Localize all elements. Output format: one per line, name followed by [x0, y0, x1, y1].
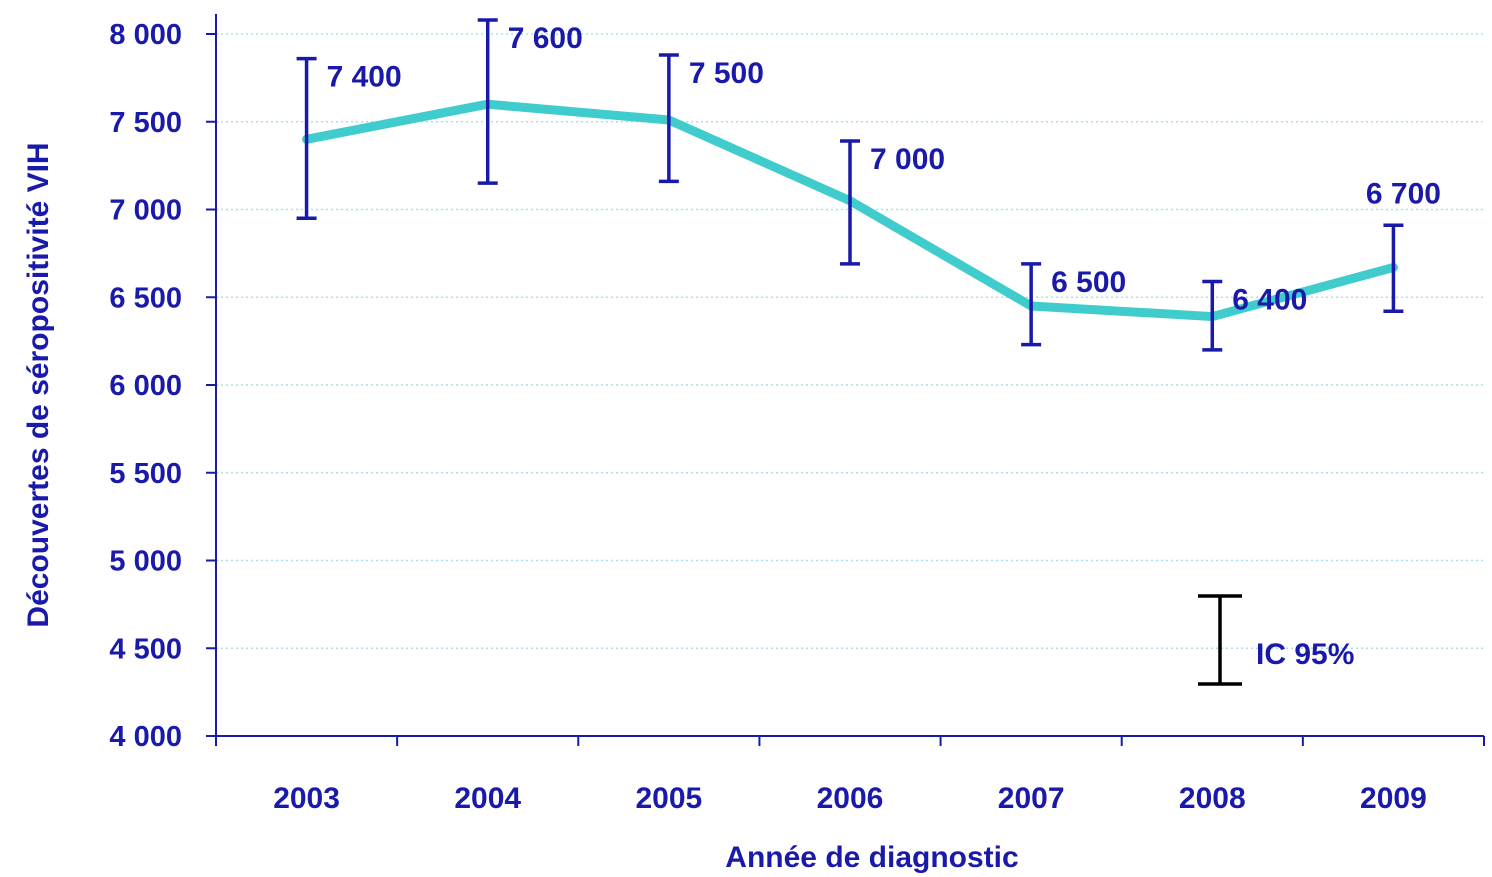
x-tick-label: 2005	[635, 782, 702, 815]
y-tick-label: 4 500	[109, 633, 182, 665]
data-label: 7 600	[508, 22, 583, 55]
y-tick-label: 7 500	[109, 107, 182, 139]
y-tick-label: 5 500	[109, 458, 182, 490]
y-tick-label: 5 000	[109, 546, 182, 578]
y-tick-label: 4 000	[109, 721, 182, 753]
data-label: 6 500	[1051, 266, 1126, 299]
error-bar	[1383, 223, 1404, 314]
x-tick-label: 2006	[817, 782, 884, 815]
error-bar	[477, 18, 498, 185]
y-tick-label: 7 000	[109, 195, 182, 227]
gridlines	[216, 33, 1484, 649]
axes	[206, 14, 1485, 746]
y-tick-label: 6 000	[109, 370, 182, 402]
data-label: 7 500	[689, 57, 764, 90]
error-bar	[296, 56, 317, 221]
x-axis-title: Année de diagnostic	[725, 841, 1018, 874]
error-bar	[1021, 262, 1042, 347]
x-tick-label: 2004	[454, 782, 521, 815]
x-tick-label: 2009	[1360, 782, 1427, 815]
error-bars	[296, 18, 1404, 352]
data-label: 6 700	[1366, 177, 1441, 210]
tick-labels: 4 000 4 500 5 000 5 500 6 000 6 500 7 000 7 500…	[109, 19, 1426, 815]
legend-label: IC 95%	[1256, 638, 1354, 671]
error-bar	[840, 139, 860, 266]
data-labels: 7 400 7 600 7 500 7 000 6 500 6 400 6 700	[327, 22, 1441, 316]
y-tick-label: 6 500	[109, 282, 182, 314]
error-bar	[1202, 279, 1223, 352]
y-axis-title: Découvertes de séropositivité VIH	[22, 142, 55, 627]
x-tick-label: 2007	[998, 782, 1065, 815]
y-tick-label: 8 000	[109, 19, 182, 51]
data-label: 7 400	[327, 61, 402, 94]
x-tick-label: 2003	[273, 782, 340, 815]
data-label: 7 000	[870, 143, 945, 176]
x-tick-label: 2008	[1179, 782, 1246, 815]
data-label: 6 400	[1232, 283, 1307, 316]
error-bar	[658, 53, 679, 184]
legend: IC 95%	[1198, 594, 1354, 686]
